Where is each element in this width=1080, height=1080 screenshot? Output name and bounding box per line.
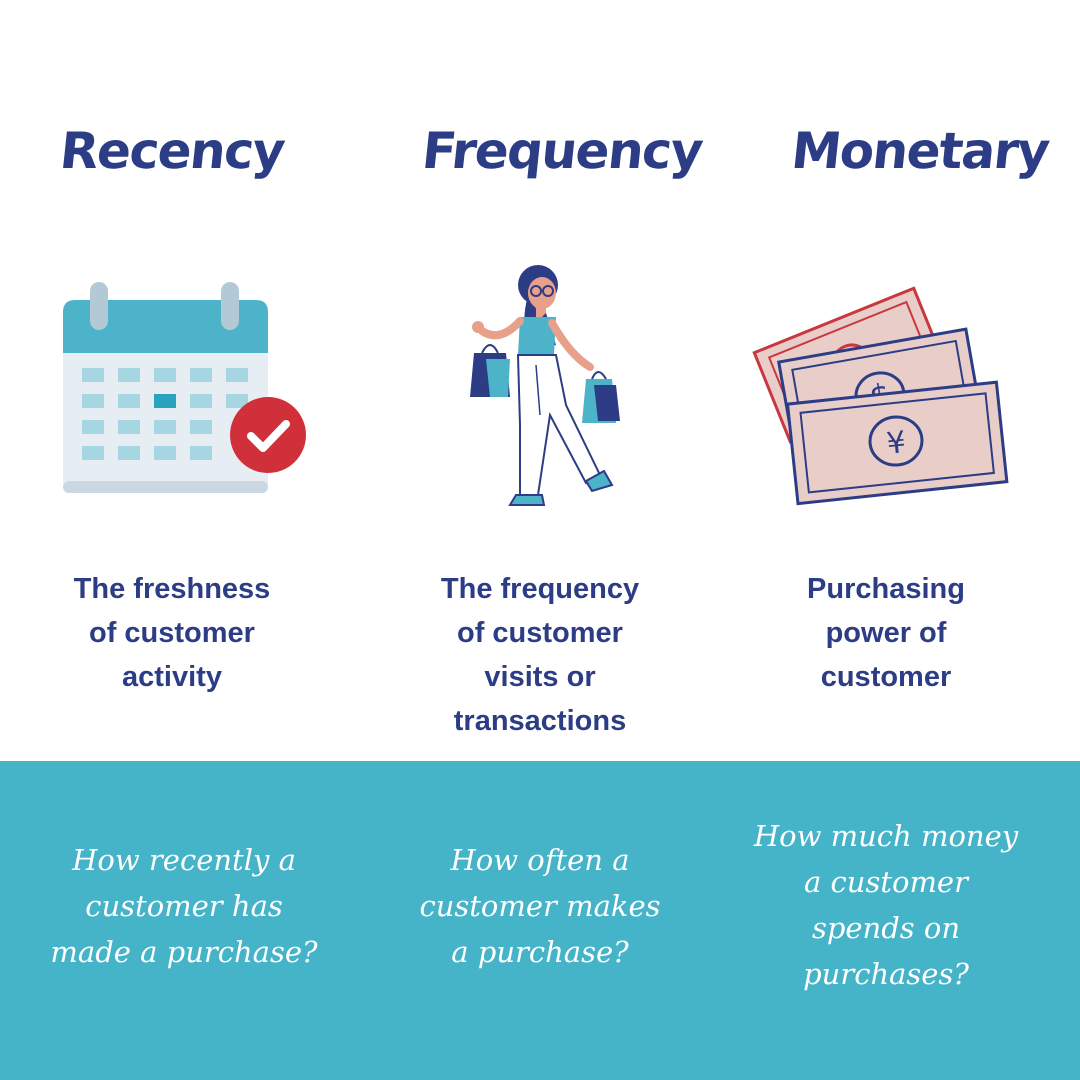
monetary-description: Purchasing power of customer: [736, 567, 1036, 699]
monetary-title: Monetary: [737, 122, 1080, 180]
money-bills-icon: $ ¥: [720, 255, 1080, 535]
calendar-check-icon: [0, 255, 360, 535]
recency-title: Recency: [0, 122, 355, 180]
monetary-question: How much money a customer spends on purc…: [726, 813, 1046, 997]
frequency-title: Frequency: [379, 122, 745, 180]
frequency-question: How often a customer makes a purchase?: [380, 837, 700, 975]
recency-question: How recently a customer has made a purch…: [24, 837, 344, 975]
frequency-description: The frequency of customer visits or tran…: [390, 567, 690, 743]
recency-description: The freshness of customer activity: [22, 567, 322, 699]
svg-text:¥: ¥: [885, 425, 908, 462]
shopper-illustration: [360, 255, 720, 535]
